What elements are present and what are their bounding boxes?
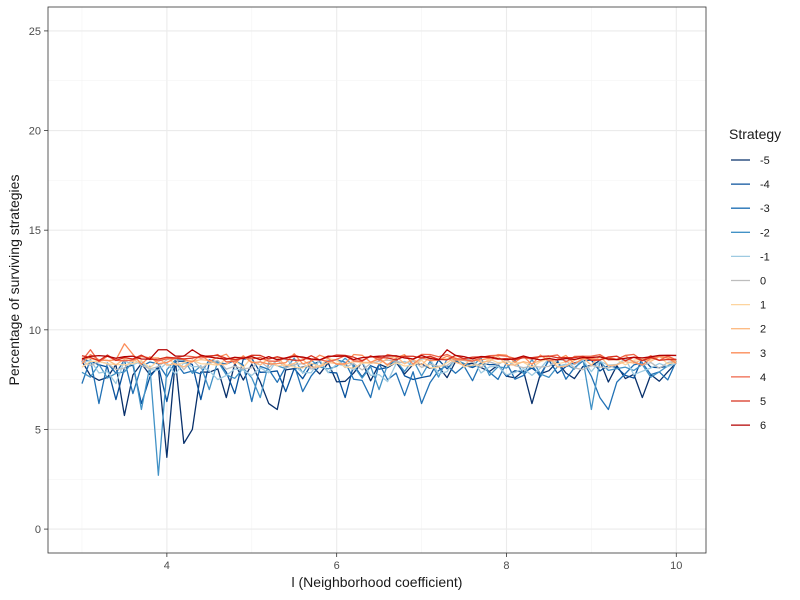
- legend-label--4: -4: [760, 179, 770, 191]
- series-lines: [81, 343, 677, 476]
- x-tick-label: 6: [334, 560, 340, 572]
- y-tick-label: 5: [35, 424, 41, 436]
- x-tick-label: 10: [670, 560, 682, 572]
- legend-label--5: -5: [760, 155, 770, 167]
- plot-panel-border: [47, 6, 707, 554]
- grid: [48, 7, 706, 553]
- legend-label--3: -3: [760, 203, 770, 215]
- series-line-6: [81, 349, 677, 361]
- axis-ticks: 4 6 8 10 0 5 10 15 20 25: [29, 26, 683, 572]
- legend-label-4: 4: [760, 372, 766, 384]
- legend-label-5: 5: [760, 396, 766, 408]
- legend-label-1: 1: [760, 300, 766, 312]
- legend-label--2: -2: [760, 227, 770, 239]
- y-axis-title: Percentage of surviving strategies: [6, 175, 22, 386]
- y-tick-label: 25: [29, 26, 41, 38]
- legend: Strategy -5 -4 -3 -2 -1 0 1 2 3 4 5 6: [729, 126, 781, 432]
- y-tick-label: 10: [29, 325, 41, 337]
- y-tick-label: 20: [29, 126, 41, 138]
- x-axis-title: l (Neighborhood coefficient): [292, 574, 463, 590]
- legend-label-3: 3: [760, 348, 766, 360]
- legend-label--1: -1: [760, 251, 770, 263]
- legend-label-2: 2: [760, 324, 766, 336]
- y-tick-label: 0: [35, 524, 41, 536]
- x-tick-label: 8: [503, 560, 509, 572]
- legend-label-6: 6: [760, 420, 766, 432]
- legend-label-0: 0: [760, 276, 766, 288]
- x-tick-label: 4: [164, 560, 170, 572]
- series-line-5: [81, 354, 677, 362]
- legend-title: Strategy: [729, 126, 781, 142]
- y-tick-label: 15: [29, 225, 41, 237]
